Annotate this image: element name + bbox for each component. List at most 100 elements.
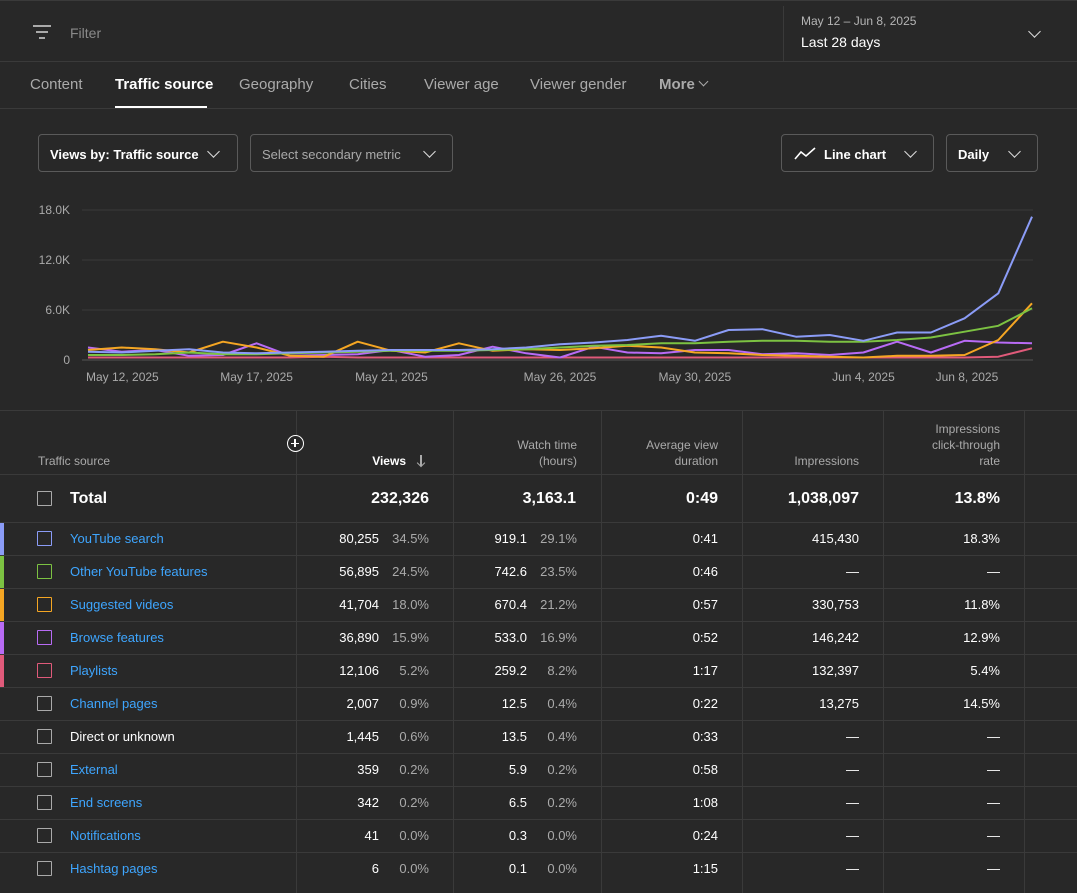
filter-bar: Filter May 12 – Jun 8, 2025 Last 28 days xyxy=(0,0,1077,62)
traffic-source-link[interactable]: External xyxy=(70,762,118,777)
impressions-value: 415,430 xyxy=(812,531,859,546)
watch-time-value: 533.0 xyxy=(494,630,527,645)
impressions-value: 132,397 xyxy=(812,663,859,678)
row-checkbox[interactable] xyxy=(37,861,52,876)
row-checkbox[interactable] xyxy=(37,564,52,579)
chevron-down-icon xyxy=(423,145,436,158)
filter-icon[interactable] xyxy=(32,25,52,41)
row-checkbox[interactable] xyxy=(37,531,52,546)
impressions-value: — xyxy=(846,564,859,579)
watch-time-percent: 8.2% xyxy=(547,663,577,678)
watch-time-value: 742.6 xyxy=(494,564,527,579)
total-row: Total 232,326 3,163.1 0:49 1,038,097 13.… xyxy=(0,474,1077,522)
total-views: 232,326 xyxy=(371,490,429,507)
impressions-value: 13,275 xyxy=(819,696,859,711)
total-watch-time: 3,163.1 xyxy=(522,490,576,507)
watch-time-percent: 0.0% xyxy=(547,828,577,843)
header-avd-line1: Average view xyxy=(646,438,718,452)
series-line-youtube-search[interactable] xyxy=(87,216,1033,355)
traffic-source-link[interactable]: End screens xyxy=(70,795,143,810)
traffic-source-link[interactable]: Browse features xyxy=(70,630,164,645)
watch-time-value: 259.2 xyxy=(494,663,527,678)
avg-view-duration-value: 0:46 xyxy=(692,564,718,579)
header-views[interactable]: Views xyxy=(372,454,406,468)
avg-view-duration-value: 0:57 xyxy=(692,597,718,612)
table-row: Browse features 36,890 15.9% 533.0 16.9% 0:52… xyxy=(0,621,1077,654)
row-checkbox[interactable] xyxy=(37,663,52,678)
line-chart-icon xyxy=(794,147,816,160)
row-checkbox[interactable] xyxy=(37,795,52,810)
watch-time-value: 919.1 xyxy=(494,531,527,546)
traffic-source-link[interactable]: Hashtag pages xyxy=(70,861,158,876)
row-checkbox[interactable] xyxy=(37,729,52,744)
chart-canvas: 18.0K 12.0K 6.0K 0 May 12, 2025 May 17, 2025 M… xyxy=(39,203,1033,384)
traffic-source-link[interactable]: Suggested videos xyxy=(70,597,174,612)
series-line-suggested-videos[interactable] xyxy=(87,302,1033,359)
chevron-down-icon xyxy=(207,145,220,158)
table-row: External 359 0.2% 5.9 0.2% 0:58 — — xyxy=(0,753,1077,786)
sort-down-icon[interactable] xyxy=(416,455,426,468)
views-percent: 0.2% xyxy=(399,795,429,810)
date-range-label: Last 28 days xyxy=(801,34,881,50)
views-percent: 0.6% xyxy=(399,729,429,744)
watch-time-percent: 0.2% xyxy=(547,795,577,810)
tab-content[interactable]: Content xyxy=(30,76,83,93)
watch-time-percent: 0.2% xyxy=(547,762,577,777)
y-tick-label: 12.0K xyxy=(39,253,70,267)
granularity-dropdown[interactable]: Daily xyxy=(946,134,1038,172)
ctr-value: — xyxy=(987,729,1000,744)
ctr-value: — xyxy=(987,861,1000,876)
views-percent: 18.0% xyxy=(392,597,429,612)
chart-type-dropdown[interactable]: Line chart xyxy=(781,134,934,172)
watch-time-value: 6.5 xyxy=(508,795,527,810)
row-checkbox[interactable] xyxy=(37,597,52,612)
views-value: 12,106 xyxy=(339,663,379,678)
traffic-source-link[interactable]: Playlists xyxy=(70,663,118,678)
avg-view-duration-value: 1:08 xyxy=(692,795,718,810)
tab-viewer-gender[interactable]: Viewer gender xyxy=(530,76,627,93)
secondary-metric-dropdown[interactable]: Select secondary metric xyxy=(250,134,453,172)
filter-input[interactable]: Filter xyxy=(70,25,102,41)
views-value: 36,890 xyxy=(339,630,379,645)
header-watch-time[interactable]: Watch time (hours) xyxy=(460,437,577,469)
total-impressions: 1,038,097 xyxy=(787,490,859,507)
tab-geography[interactable]: Geography xyxy=(239,76,314,93)
views-by-dropdown[interactable]: Views by: Traffic source xyxy=(38,134,238,172)
table-row: Playlists 12,106 5.2% 259.2 8.2% 1:17 132,397 5… xyxy=(0,654,1077,687)
row-checkbox[interactable] xyxy=(37,762,52,777)
header-traffic-source: Traffic source xyxy=(38,454,111,468)
views-percent: 0.9% xyxy=(399,696,429,711)
add-column-icon[interactable] xyxy=(287,435,304,452)
header-avg-view-duration[interactable]: Average view duration xyxy=(606,437,718,469)
header-impressions[interactable]: Impressions xyxy=(794,454,859,468)
secondary-metric-label: Select secondary metric xyxy=(262,147,401,162)
total-checkbox[interactable] xyxy=(37,491,52,506)
traffic-source-link[interactable]: Channel pages xyxy=(70,696,158,711)
row-checkbox[interactable] xyxy=(37,630,52,645)
row-checkbox[interactable] xyxy=(37,828,52,843)
views-value: 342 xyxy=(357,795,379,810)
tab-viewer-age[interactable]: Viewer age xyxy=(424,76,499,93)
column-divider xyxy=(296,411,297,893)
impressions-value: 330,753 xyxy=(812,597,859,612)
series-line-browse-features[interactable] xyxy=(87,339,1033,359)
traffic-source-link[interactable]: Notifications xyxy=(70,828,141,843)
date-range-picker[interactable]: May 12 – Jun 8, 2025 Last 28 days xyxy=(783,6,1077,62)
series-line-other-youtube-features[interactable] xyxy=(88,307,1033,356)
table-row: Direct or unknown 1,445 0.6% 13.5 0.4% 0:33 — — xyxy=(0,720,1077,753)
watch-time-percent: 23.5% xyxy=(540,564,577,579)
views-percent: 0.0% xyxy=(399,828,429,843)
table-row: Hashtag pages 6 0.0% 0.1 0.0% 1:15 — — xyxy=(0,852,1077,885)
x-tick-label: May 17, 2025 xyxy=(220,370,293,384)
avg-view-duration-value: 1:15 xyxy=(692,861,718,876)
row-checkbox[interactable] xyxy=(37,696,52,711)
tab-more[interactable]: More xyxy=(659,76,709,93)
active-tab-indicator xyxy=(115,106,207,108)
line-chart: 18.0K 12.0K 6.0K 0 May 12, 2025 May 17, 2025 M… xyxy=(0,190,1077,410)
header-ctr[interactable]: Impressions click-through rate xyxy=(890,421,1000,469)
traffic-source-link[interactable]: Other YouTube features xyxy=(70,564,208,579)
tab-traffic-source[interactable]: Traffic source xyxy=(115,76,214,93)
series-color-bar xyxy=(0,655,4,687)
traffic-source-link[interactable]: YouTube search xyxy=(70,531,164,546)
tab-cities[interactable]: Cities xyxy=(349,76,387,93)
